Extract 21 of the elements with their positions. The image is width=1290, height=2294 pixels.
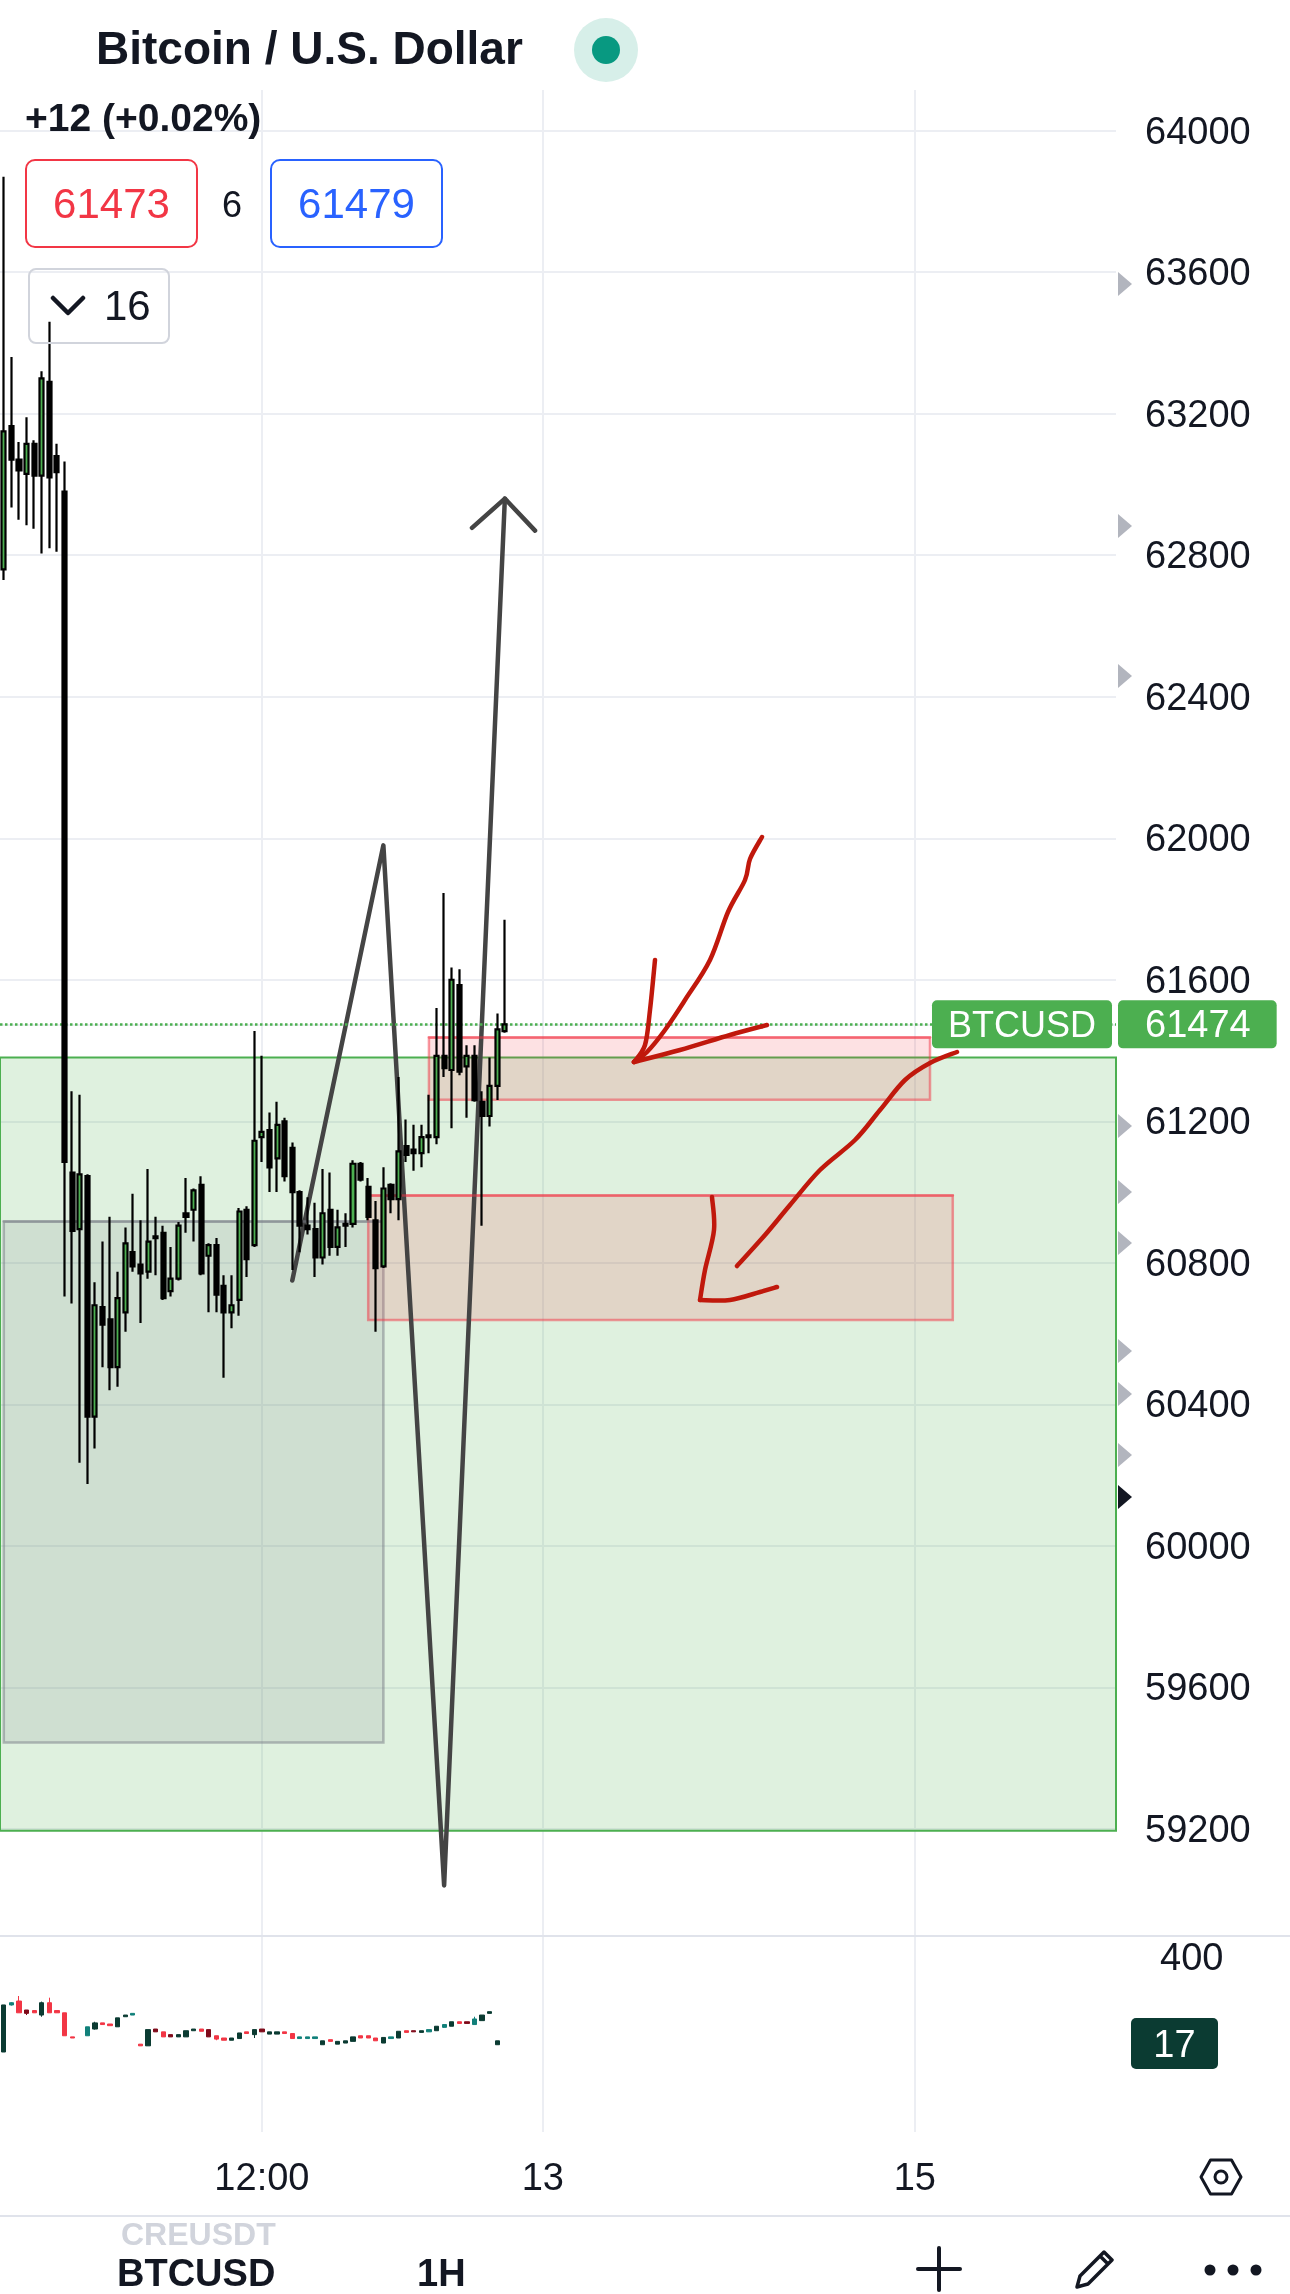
y-tick-label: 62400 [1145,675,1251,718]
y-tick-label: 61600 [1145,958,1251,1001]
y-tick-label: 62800 [1145,534,1251,577]
y-tick-label: 62000 [1145,817,1251,860]
y-tick-label: 61474 [1145,1003,1251,1046]
y-tick-label: 59200 [1145,1807,1251,1850]
text: 400 [1160,1936,1224,1978]
text: 1H [417,2252,466,2294]
candlestick [16,1995,22,2014]
y-tick-label: 61200 [1145,1100,1251,1143]
y-tick-label: 64000 [1145,109,1251,152]
y-tick-label: 63600 [1145,251,1251,294]
y-tick-label: 60800 [1145,1241,1251,1284]
y-tick-label: 63200 [1145,392,1251,435]
y-tick-label: 60000 [1145,1524,1251,1567]
y-tick-label: 59600 [1145,1666,1251,1709]
text: 17 [1153,2022,1196,2065]
text: BTCUSD [117,2252,276,2294]
y-tick-label: 60400 [1145,1383,1251,1426]
candlestick [9,2001,14,2007]
candlestick [1,2004,6,2053]
